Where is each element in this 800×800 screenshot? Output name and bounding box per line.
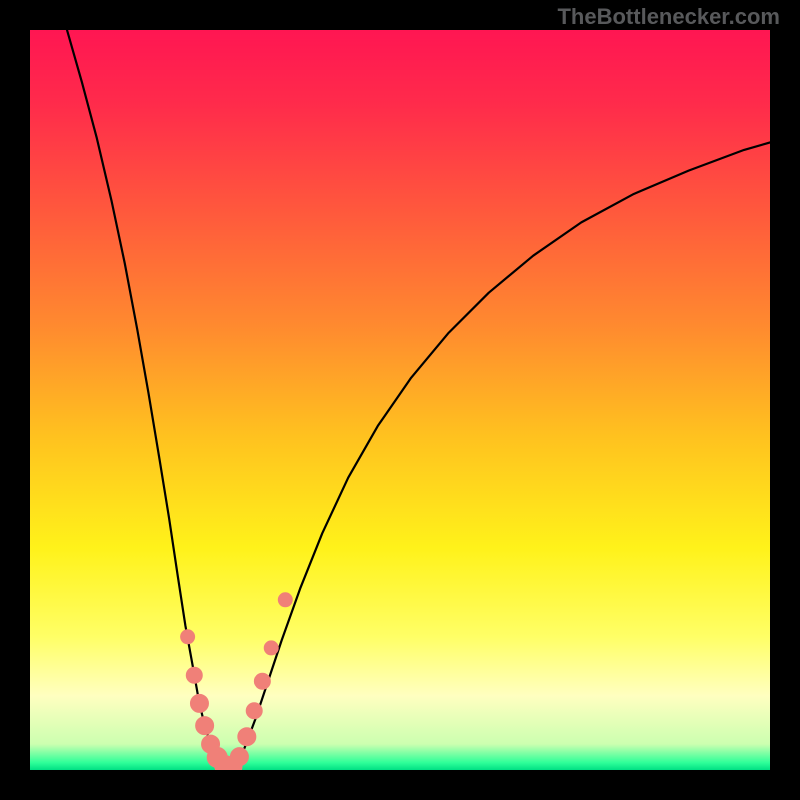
chart-frame: TheBottlenecker.com [0, 0, 800, 800]
outer-border [0, 0, 800, 800]
watermark-label: TheBottlenecker.com [557, 4, 780, 30]
